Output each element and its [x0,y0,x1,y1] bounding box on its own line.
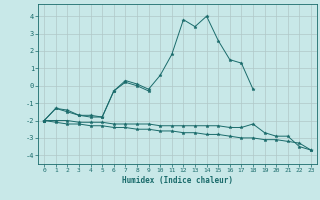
X-axis label: Humidex (Indice chaleur): Humidex (Indice chaleur) [122,176,233,185]
